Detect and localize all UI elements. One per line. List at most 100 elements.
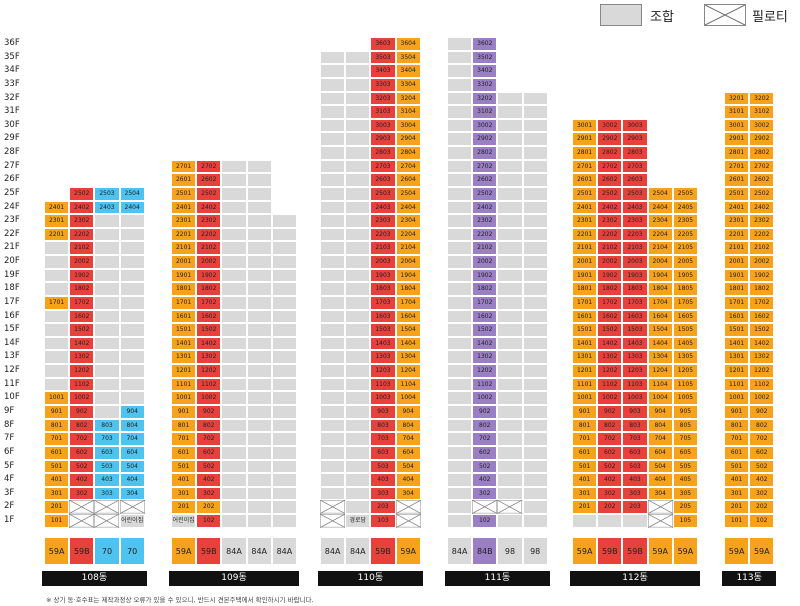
unit-cell: 2501 (572, 186, 598, 201)
unit-cell (345, 350, 371, 365)
unit-cell: 802 (472, 418, 498, 433)
unit-cell (119, 350, 145, 365)
unit-cell (447, 50, 473, 65)
unit-cell (320, 227, 346, 242)
unit-cell: 2401 (724, 200, 750, 215)
piloti-cell (647, 500, 673, 515)
unit-cell (271, 323, 297, 337)
unit-cell (522, 295, 548, 310)
unit-cell: 1501 (572, 323, 598, 337)
unit-cell (246, 309, 272, 324)
unit-cell (345, 282, 371, 296)
unit-cell (345, 200, 371, 215)
unit-cell: 202 (196, 500, 222, 515)
unit-cell: 1502 (597, 323, 623, 337)
unit-cell: 2402 (472, 200, 498, 215)
unit-cell: 2003 (370, 255, 396, 269)
unit-cell: 2301 (724, 214, 750, 228)
unit-cell (497, 173, 523, 187)
unit-cell: 502 (69, 459, 95, 474)
unit-cell: 302 (69, 486, 95, 501)
unit-cell: 1001 (171, 391, 197, 405)
unit-cell: 2603 (370, 173, 396, 187)
unit-cell: 1801 (171, 282, 197, 296)
unit-cell (271, 214, 297, 228)
unit-cell: 2201 (572, 227, 598, 242)
unit-cell (447, 159, 473, 174)
unit-cell: 1403 (370, 336, 396, 351)
unit-cell: 605 (672, 445, 698, 460)
unit-cell (221, 432, 247, 446)
unit-cell (94, 309, 120, 324)
unit-cell: 2701 (572, 159, 598, 174)
unit-cell (447, 309, 473, 324)
unit-cell (221, 159, 247, 174)
piloti-cell (497, 500, 523, 515)
unit-cell (522, 405, 548, 419)
unit-cell: 1202 (749, 364, 775, 378)
unit-cell: 203 (622, 500, 648, 515)
unit-cell: 202 (749, 500, 775, 515)
unit-cell: 1901 (572, 268, 598, 283)
unit-cell (94, 336, 120, 351)
unit-cell: 302 (472, 486, 498, 501)
unit-cell (522, 473, 548, 487)
unit-cell (246, 268, 272, 283)
unit-cell: 1801 (724, 282, 750, 296)
unit-cell: 1804 (395, 282, 421, 296)
unit-cell: 1604 (395, 309, 421, 324)
unit-cell: 1101 (171, 377, 197, 392)
unit-cell: 2101 (572, 241, 598, 256)
unit-cell: 1903 (622, 268, 648, 283)
unit-cell: 1302 (69, 350, 95, 365)
unit-cell (271, 295, 297, 310)
unit-cell: 702 (749, 432, 775, 446)
unit-cell (320, 91, 346, 106)
unit-cell: 102 (749, 514, 775, 528)
unit-cell (221, 295, 247, 310)
unit-cell: 402 (597, 473, 623, 487)
unit-type-badge: 59B (196, 537, 222, 565)
unit-cell (447, 91, 473, 106)
unit-cell (345, 255, 371, 269)
unit-cell (271, 391, 297, 405)
unit-cell (271, 255, 297, 269)
unit-cell: 3502 (472, 50, 498, 65)
floor-label: 6F (4, 446, 15, 457)
unit-cell: 604 (647, 445, 673, 460)
floor-label: 5F (4, 460, 15, 471)
unit-cell: 1904 (395, 268, 421, 283)
unit-cell (320, 186, 346, 201)
unit-cell (345, 295, 371, 310)
unit-cell: 2701 (724, 159, 750, 174)
unit-cell (320, 173, 346, 187)
unit-cell (497, 227, 523, 242)
unit-cell: 2302 (749, 214, 775, 228)
floor-label: 24F (4, 201, 20, 212)
unit-cell: 2004 (647, 255, 673, 269)
unit-cell (497, 268, 523, 283)
unit-cell (345, 214, 371, 228)
unit-cell: 2702 (749, 159, 775, 174)
unit-cell (622, 514, 648, 528)
unit-cell (320, 255, 346, 269)
unit-cell: 1602 (472, 309, 498, 324)
unit-cell (246, 486, 272, 501)
unit-cell (320, 391, 346, 405)
unit-cell (221, 473, 247, 487)
unit-cell (94, 391, 120, 405)
unit-cell: 2902 (749, 132, 775, 147)
unit-cell (447, 459, 473, 474)
unit-cell (246, 391, 272, 405)
unit-cell: 2103 (622, 241, 648, 256)
unit-cell: 1302 (749, 350, 775, 365)
unit-cell: 1503 (370, 323, 396, 337)
unit-cell: 2904 (395, 132, 421, 147)
floor-label: 20F (4, 256, 20, 267)
unit-cell: 304 (395, 486, 421, 501)
floor-label: 30F (4, 119, 20, 130)
floor-label: 9F (4, 406, 15, 416)
unit-cell: 801 (572, 418, 598, 433)
unit-cell: 1802 (749, 282, 775, 296)
unit-cell: 603 (622, 445, 648, 460)
